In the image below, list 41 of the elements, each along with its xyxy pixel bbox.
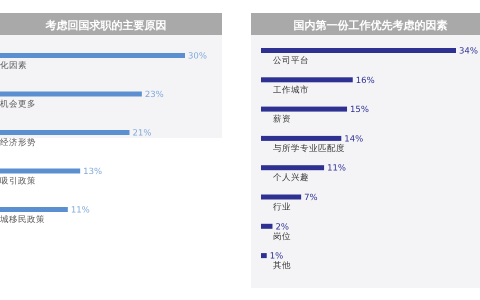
y-tick-label: 城移民政策 (0, 214, 45, 225)
bar (261, 136, 342, 141)
bar (261, 253, 267, 258)
bar (261, 77, 353, 82)
data-label: 15% (350, 105, 369, 116)
bar (0, 168, 80, 174)
y-tick-label: 薪资 (273, 114, 291, 125)
data-label: 16% (356, 76, 375, 86)
data-label: 1% (270, 252, 284, 262)
bar (261, 165, 324, 170)
y-tick-label: 经济形势 (0, 137, 36, 148)
data-label: 34% (459, 46, 478, 56)
bar (0, 130, 130, 135)
data-label: 23% (144, 90, 164, 100)
y-tick-label: 岗位 (273, 230, 291, 242)
y-tick-label: 行业 (273, 202, 291, 212)
y-tick-label: 化因素 (0, 60, 27, 71)
y-tick-label: 个人兴趣 (273, 172, 309, 184)
y-tick-label: 工作城市 (273, 84, 309, 96)
y-tick-label: 其他 (273, 260, 291, 272)
data-label: 2% (275, 222, 289, 232)
data-label: 11% (327, 164, 346, 174)
bar (261, 224, 272, 229)
data-label: 13% (83, 167, 102, 177)
chart-title: 考虑回国求职的主要原因 (44, 19, 166, 32)
bar (0, 207, 68, 212)
y-tick-label: 与所学专业匹配度 (273, 142, 345, 154)
bar (261, 106, 348, 112)
data-label: 14% (344, 134, 364, 144)
bar (261, 194, 302, 200)
data-label: 7% (304, 193, 318, 203)
y-tick-label: 机会更多 (0, 98, 36, 110)
data-label: 30% (188, 52, 207, 62)
bar (261, 48, 456, 53)
y-tick-label: 公司平台 (273, 55, 309, 66)
data-label: 11% (70, 206, 90, 216)
bar (0, 92, 142, 96)
data-label: 21% (132, 128, 152, 138)
chart-title: 国内第一份工作优先考虑的因素 (294, 19, 448, 32)
y-tick-label: 吸引政策 (0, 176, 36, 186)
bar (0, 53, 185, 58)
